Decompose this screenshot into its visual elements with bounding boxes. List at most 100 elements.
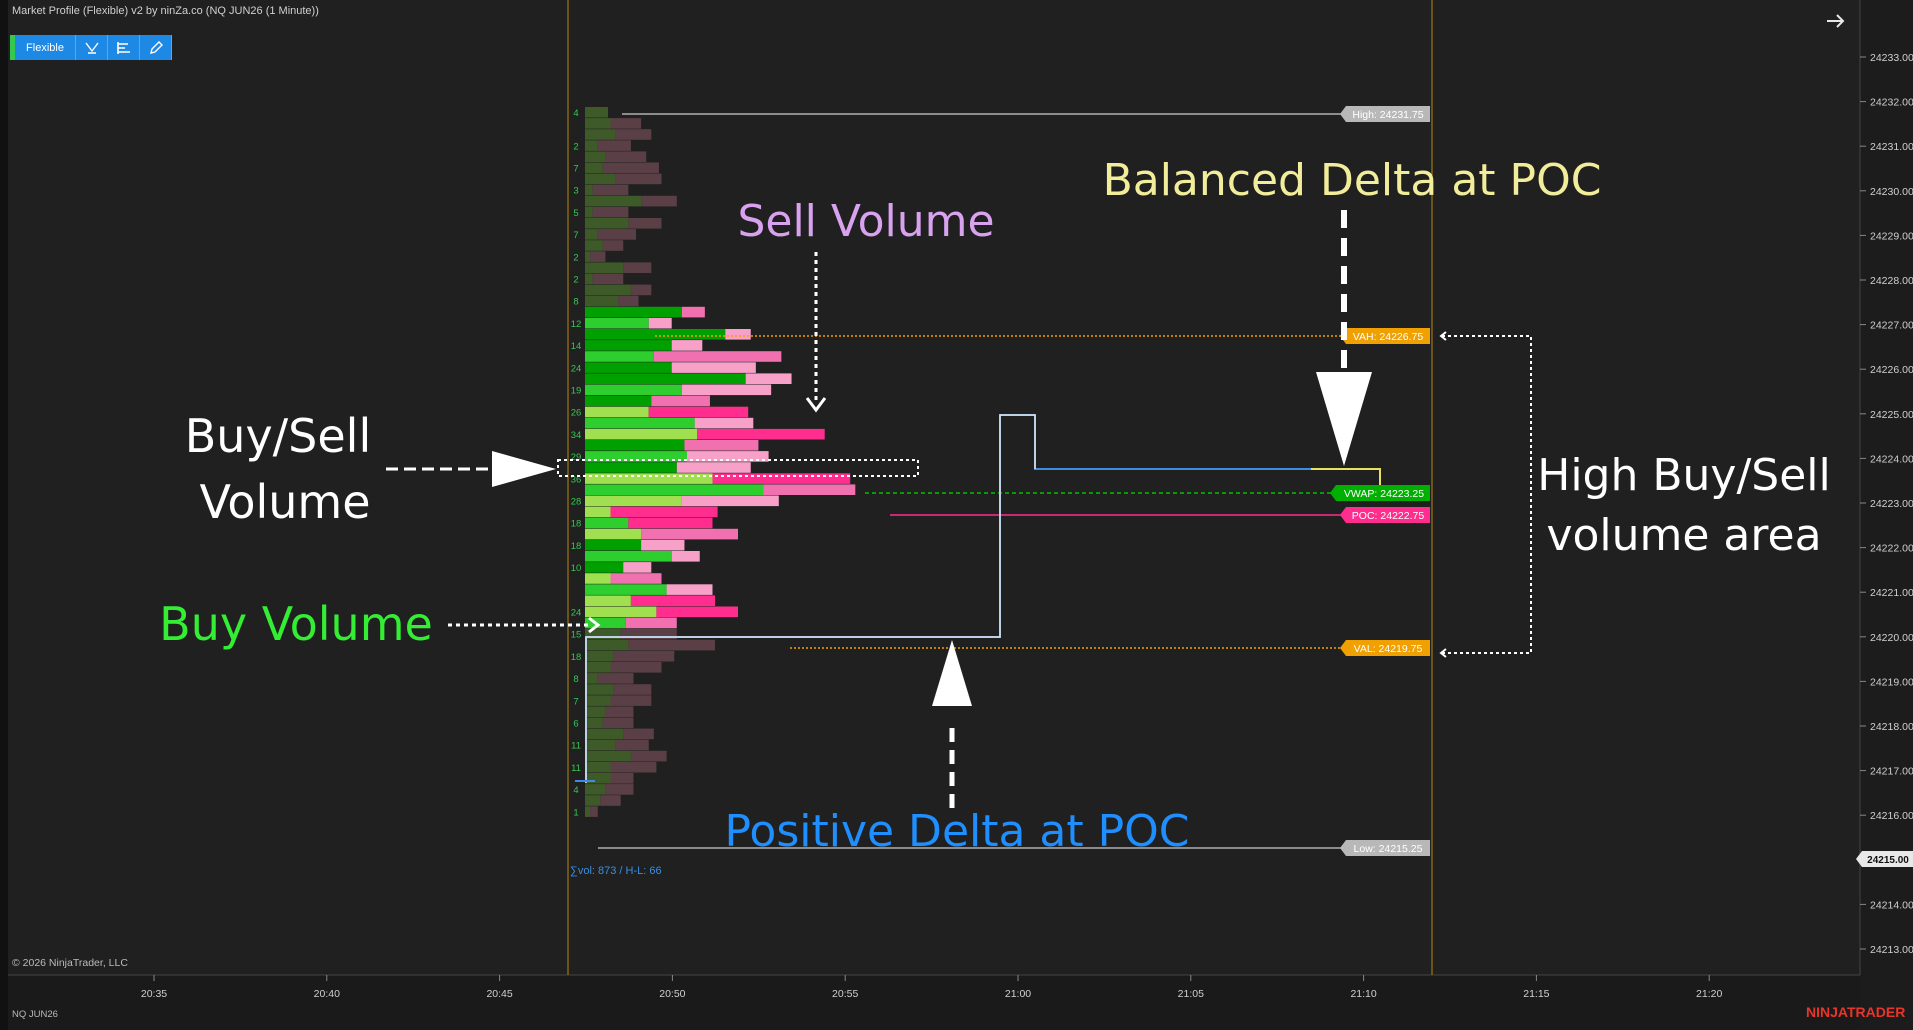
price-axis-panel[interactable]: [1860, 0, 1913, 1030]
buy-volume-bar: [585, 473, 713, 484]
sell-volume-bar: [725, 329, 751, 340]
buy-volume-bar: [585, 406, 649, 418]
poc-badge[interactable]: POC: 24222.75: [1340, 507, 1430, 523]
buy-volume-bar: [585, 329, 726, 340]
current-price-badge: 24215.00: [1856, 851, 1913, 867]
profile-stats: ∑vol: 873 / H-L: 66: [570, 865, 662, 877]
price-tick-label: 24220.00: [1870, 632, 1913, 644]
sell-volume-bar: [625, 617, 677, 629]
price-tick-label: 24227.00: [1870, 320, 1913, 332]
sell-volume-bar: [630, 750, 667, 762]
buy-volume-bar: [585, 317, 649, 329]
pencil-icon[interactable]: [140, 35, 172, 60]
sell-volume-bar: [615, 173, 662, 185]
buy-volume-bar: [585, 162, 603, 174]
sell-volume-bar: [694, 417, 754, 429]
price-tick-label: 24223.00: [1870, 498, 1913, 510]
sell-volume-bar: [653, 351, 782, 362]
indicator-toolbar: Flexible: [10, 35, 172, 60]
price-tick-label: 24224.00: [1870, 453, 1913, 465]
sell-volume-bar: [592, 184, 629, 196]
buy-volume-bar: [585, 218, 629, 229]
time-axis-panel[interactable]: [8, 975, 1860, 1030]
positive-delta-arrow-head: [932, 640, 972, 706]
profile-bars-icon[interactable]: [108, 35, 140, 60]
buy-volume-bar: [585, 739, 616, 751]
buy-volume-bar: [585, 428, 698, 440]
buy-volume-bar: [585, 295, 619, 307]
delta-label: 7: [573, 696, 578, 707]
delta-label: 2: [573, 252, 578, 263]
delta-label: 26: [571, 408, 582, 419]
vah-badge[interactable]: VAH: 24226.75: [1340, 328, 1430, 344]
buy-volume-bar: [585, 539, 642, 551]
time-tick-label: 20:40: [314, 988, 340, 1000]
delta-label: 8: [573, 674, 578, 685]
mode-button[interactable]: Flexible: [15, 35, 76, 60]
delta-label: 11: [571, 763, 581, 774]
sell-volume-bar: [610, 573, 662, 584]
sell-volume-bar: [628, 639, 716, 651]
buy-volume-bar: [585, 573, 611, 584]
buy-volume-bar: [585, 606, 657, 618]
delta-label: 19: [571, 386, 582, 397]
plot-area[interactable]: [8, 0, 1860, 975]
high-area-callout-line1: High Buy/Sell: [1537, 450, 1831, 501]
sell-volume-bar: [628, 218, 662, 229]
sell-volume-bar: [684, 440, 759, 451]
sell-volume-bar: [666, 584, 713, 595]
val-badge[interactable]: VAL: 24219.75: [1340, 640, 1430, 656]
sell-volume-bar: [697, 428, 825, 440]
delta-step-line-yellow: [1311, 468, 1381, 490]
sell-volume-bar: [623, 562, 652, 573]
low-label: Low: 24215.25: [1354, 843, 1423, 855]
delta-label: 4: [573, 785, 578, 796]
price-tick-label: 24219.00: [1870, 676, 1913, 688]
draw-tool-icon[interactable]: [76, 35, 108, 60]
vwap-label: VWAP: 24223.25: [1344, 488, 1424, 500]
time-tick-label: 21:15: [1523, 988, 1549, 1000]
buy-volume-bar: [585, 662, 611, 673]
buy-volume-bar: [585, 761, 611, 773]
delta-label: 2: [573, 141, 578, 152]
buy-volume-bar: [585, 639, 629, 651]
sell-volume-bar: [602, 162, 659, 174]
buy-volume-bar: [585, 417, 695, 429]
delta-label: 4: [573, 108, 578, 119]
window-title: Market Profile (Flexible) v2 by ninZa.co…: [12, 5, 319, 17]
buy-volume-bar: [585, 784, 606, 795]
sell-volume-bar: [620, 628, 677, 640]
buy-volume-bar: [585, 684, 614, 695]
delta-label: 8: [573, 297, 578, 308]
sell-volume-bar: [615, 739, 649, 751]
low-badge[interactable]: Low: 24215.25: [1340, 840, 1430, 856]
delta-label: 12: [571, 319, 582, 330]
high-badge[interactable]: High: 24231.75: [1340, 106, 1430, 122]
delta-label: 2: [573, 275, 578, 286]
buy-volume-bar: [585, 306, 682, 318]
buy-volume-bar: [585, 628, 621, 640]
sell-volume-callout: Sell Volume: [737, 196, 994, 247]
delta-label: 10: [571, 563, 582, 574]
sell-volume-arrow-head: [805, 397, 827, 413]
arrow-right-icon[interactable]: [1827, 14, 1845, 28]
price-axis-ticks: 24233.00 24232.00 24231.00 24230.00 24229.00…: [1860, 52, 1913, 956]
high-area-bracket: [1442, 335, 1532, 654]
delta-label: 18: [571, 519, 582, 530]
price-tick-label: 24232.00: [1870, 97, 1913, 109]
high-area-arrow-bottom: [1439, 648, 1447, 658]
sell-volume-bar: [613, 684, 652, 695]
instrument-label: NQ JUN26: [12, 1009, 58, 1020]
sell-volume-bar: [597, 140, 631, 151]
buy-volume-bar: [585, 451, 687, 462]
sell-volume-bar: [681, 306, 705, 318]
price-tick-label: 24213.00: [1870, 944, 1913, 956]
balanced-delta-arrow-head: [1316, 372, 1372, 466]
buy-volume-bar: [585, 140, 598, 151]
time-tick-label: 21:00: [1005, 988, 1031, 1000]
buy-volume-bar: [585, 206, 593, 218]
vwap-badge[interactable]: VWAP: 24223.25: [1330, 485, 1430, 501]
price-tick-label: 24217.00: [1870, 766, 1913, 778]
sell-volume-bar: [610, 773, 634, 784]
